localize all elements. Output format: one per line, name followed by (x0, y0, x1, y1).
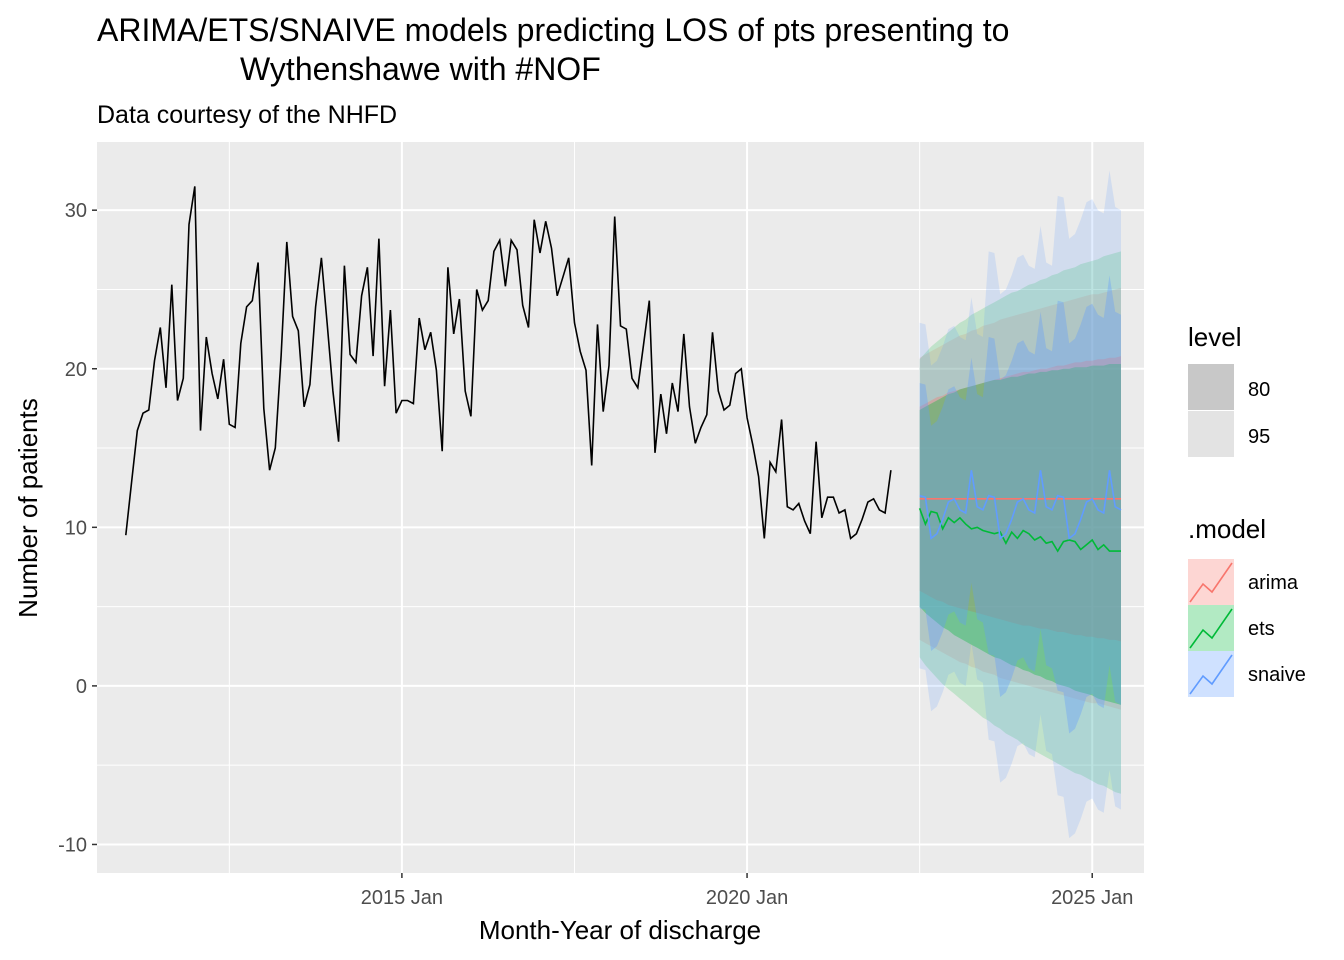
y-axis-title: Number of patients (13, 398, 43, 618)
y-tick-label: 10 (65, 517, 87, 539)
legend-key-ets-fill (1188, 605, 1234, 651)
legend-key-snaive-line (1189, 654, 1233, 695)
x-axis-title: Month-Year of discharge (479, 915, 761, 945)
snaive-forecast-line (919, 470, 1122, 540)
history-line (125, 186, 892, 540)
y-tick-label: 30 (65, 200, 87, 222)
legend-model-keys (1188, 559, 1234, 697)
legend-label-arima: arima (1248, 572, 1299, 594)
x-tick-label: 2025 Jan (1051, 887, 1133, 909)
legend-key-ets-line (1189, 608, 1233, 649)
y-tick-label: 20 (65, 359, 87, 381)
chart-title-line1: ARIMA/ETS/SNAIVE models predicting LOS o… (97, 12, 1009, 48)
legend-key-level-95 (1188, 411, 1234, 457)
legend-label-ets: ets (1248, 618, 1275, 640)
legend-key-arima-line (1189, 562, 1233, 603)
ets-forecast-line (918, 508, 1121, 553)
legend: level 80 95 .model arima ets snaive (1188, 322, 1306, 697)
chart-subtitle: Data courtesy of the NHFD (97, 101, 397, 129)
legend-model-title: .model (1188, 514, 1266, 544)
y-tick-label: -10 (58, 834, 87, 856)
legend-label-level-80: 80 (1248, 379, 1270, 401)
snaive-interval-80 (919, 275, 1121, 734)
minor-gridlines (97, 142, 1144, 873)
y-axis-ticks: -10 0 10 20 30 (58, 200, 97, 856)
x-tick-label: 2020 Jan (706, 887, 788, 909)
legend-level-title: level (1188, 322, 1241, 352)
y-tick-label: 0 (76, 676, 87, 698)
x-axis-ticks: 2015 Jan 2020 Jan 2025 Jan (361, 873, 1133, 909)
plot-panel (97, 142, 1144, 873)
legend-key-arima-fill (1188, 559, 1234, 605)
chart-title-line2: Wythenshawe with #NOF (240, 51, 601, 87)
legend-label-level-95: 95 (1248, 426, 1270, 448)
legend-key-level-80 (1188, 364, 1234, 410)
ets-interval-95 (919, 251, 1121, 794)
legend-label-snaive: snaive (1248, 664, 1306, 686)
series-lines (125, 186, 1122, 553)
snaive-interval-95 (919, 170, 1121, 839)
x-tick-label: 2015 Jan (361, 887, 443, 909)
legend-key-snaive-fill (1188, 651, 1234, 697)
